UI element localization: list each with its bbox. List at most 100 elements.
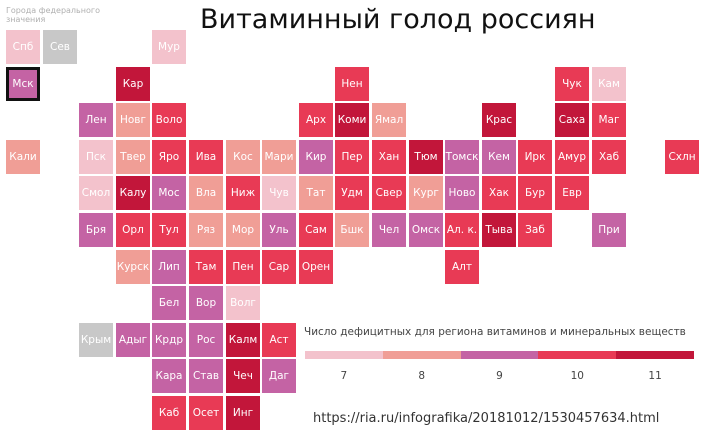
- region-cell[interactable]: Хаб: [592, 140, 626, 174]
- region-cell[interactable]: Адыг: [116, 323, 150, 357]
- region-cell[interactable]: Хак: [482, 176, 516, 210]
- region-cell[interactable]: Лип: [152, 250, 186, 284]
- region-cell[interactable]: Евр: [555, 176, 589, 210]
- region-cell[interactable]: Калм: [226, 323, 260, 357]
- region-cell[interactable]: Каб: [152, 396, 186, 430]
- legend-labels: 7 8 9 10 11: [305, 370, 694, 382]
- region-cell[interactable]: Тыва: [482, 213, 516, 247]
- region-cell[interactable]: Пер: [335, 140, 369, 174]
- region-cell[interactable]: Яро: [152, 140, 186, 174]
- region-cell[interactable]: Свер: [372, 176, 406, 210]
- region-cell[interactable]: Орл: [116, 213, 150, 247]
- region-cell[interactable]: Нен: [335, 67, 369, 101]
- region-cell[interactable]: Мск: [6, 67, 40, 101]
- region-cell[interactable]: Вла: [189, 176, 223, 210]
- region-cell[interactable]: Тул: [152, 213, 186, 247]
- region-cell[interactable]: Бшк: [335, 213, 369, 247]
- region-cell[interactable]: Заб: [518, 213, 552, 247]
- region-cell[interactable]: Мор: [226, 213, 260, 247]
- legend-swatch: [538, 351, 617, 359]
- region-cell[interactable]: Осет: [189, 396, 223, 430]
- region-cell[interactable]: Бур: [518, 176, 552, 210]
- chart-title: Витаминный голод россиян: [200, 4, 596, 35]
- region-cell[interactable]: Инг: [226, 396, 260, 430]
- region-cell[interactable]: Твер: [116, 140, 150, 174]
- region-cell[interactable]: Смол: [79, 176, 113, 210]
- region-cell[interactable]: Аст: [262, 323, 296, 357]
- legend-swatch: [616, 351, 694, 359]
- region-cell[interactable]: Ямал: [372, 103, 406, 137]
- region-cell[interactable]: Бря: [79, 213, 113, 247]
- region-cell[interactable]: Сам: [299, 213, 333, 247]
- federal-cities-note: Города федерального значения: [6, 6, 100, 24]
- region-cell[interactable]: Арх: [299, 103, 333, 137]
- region-cell[interactable]: Кар: [116, 67, 150, 101]
- region-cell[interactable]: Мур: [152, 30, 186, 64]
- region-cell[interactable]: Кир: [299, 140, 333, 174]
- legend-swatch: [305, 351, 383, 359]
- region-cell[interactable]: Удм: [335, 176, 369, 210]
- source-link[interactable]: https://ria.ru/infografika/20181012/1530…: [313, 411, 660, 426]
- region-cell[interactable]: Омск: [409, 213, 443, 247]
- region-cell[interactable]: Волг: [226, 286, 260, 320]
- region-cell[interactable]: Сев: [43, 30, 77, 64]
- region-cell[interactable]: Курск: [116, 250, 150, 284]
- region-cell[interactable]: Ниж: [226, 176, 260, 210]
- region-cell[interactable]: Кали: [6, 140, 40, 174]
- region-cell[interactable]: Саха: [555, 103, 589, 137]
- region-cell[interactable]: Калу: [116, 176, 150, 210]
- region-cell[interactable]: Кос: [226, 140, 260, 174]
- region-cell[interactable]: Мари: [262, 140, 296, 174]
- region-cell[interactable]: Коми: [335, 103, 369, 137]
- legend-swatch: [460, 351, 539, 359]
- region-cell[interactable]: Даг: [262, 359, 296, 393]
- region-cell[interactable]: Новг: [116, 103, 150, 137]
- legend-label: 7: [340, 370, 348, 382]
- region-cell[interactable]: Чеч: [226, 359, 260, 393]
- legend-label: 9: [496, 370, 503, 382]
- region-cell[interactable]: Ряз: [189, 213, 223, 247]
- region-cell[interactable]: Ново: [445, 176, 479, 210]
- region-cell[interactable]: Маг: [592, 103, 626, 137]
- region-cell[interactable]: Лен: [79, 103, 113, 137]
- region-cell[interactable]: Вор: [189, 286, 223, 320]
- region-cell[interactable]: Рос: [189, 323, 223, 357]
- region-cell[interactable]: Пен: [226, 250, 260, 284]
- region-cell[interactable]: Кам: [592, 67, 626, 101]
- region-cell[interactable]: Тюм: [409, 140, 443, 174]
- region-cell[interactable]: Мос: [152, 176, 186, 210]
- legend-label: 10: [570, 370, 584, 382]
- region-cell[interactable]: Ива: [189, 140, 223, 174]
- region-cell[interactable]: Тат: [299, 176, 333, 210]
- region-cell[interactable]: Кург: [409, 176, 443, 210]
- region-cell[interactable]: Крдр: [152, 323, 186, 357]
- region-cell[interactable]: Пск: [79, 140, 113, 174]
- region-cell[interactable]: Амур: [555, 140, 589, 174]
- region-cell[interactable]: Ирк: [518, 140, 552, 174]
- region-cell[interactable]: Томск: [445, 140, 479, 174]
- region-cell[interactable]: Алт: [445, 250, 479, 284]
- region-cell[interactable]: Крас: [482, 103, 516, 137]
- region-cell[interactable]: Сар: [262, 250, 296, 284]
- region-cell[interactable]: Чув: [262, 176, 296, 210]
- region-cell[interactable]: Спб: [6, 30, 40, 64]
- region-cell[interactable]: Чел: [372, 213, 406, 247]
- region-cell[interactable]: Бел: [152, 286, 186, 320]
- region-cell[interactable]: Став: [189, 359, 223, 393]
- region-cell[interactable]: Воло: [152, 103, 186, 137]
- region-cell[interactable]: Схлн: [665, 140, 699, 174]
- region-cell[interactable]: Там: [189, 250, 223, 284]
- region-cell[interactable]: Кара: [152, 359, 186, 393]
- region-cell[interactable]: Уль: [262, 213, 296, 247]
- region-cell[interactable]: Хан: [372, 140, 406, 174]
- region-cell[interactable]: Крым: [79, 323, 113, 357]
- region-cell[interactable]: Орен: [299, 250, 333, 284]
- legend-label: 11: [648, 370, 662, 382]
- region-cell[interactable]: Чук: [555, 67, 589, 101]
- legend-swatch: [382, 351, 461, 359]
- region-cell[interactable]: При: [592, 213, 626, 247]
- legend-color-bar: [305, 351, 694, 359]
- region-cell[interactable]: Кем: [482, 140, 516, 174]
- region-cell[interactable]: Ал. к.: [445, 213, 479, 247]
